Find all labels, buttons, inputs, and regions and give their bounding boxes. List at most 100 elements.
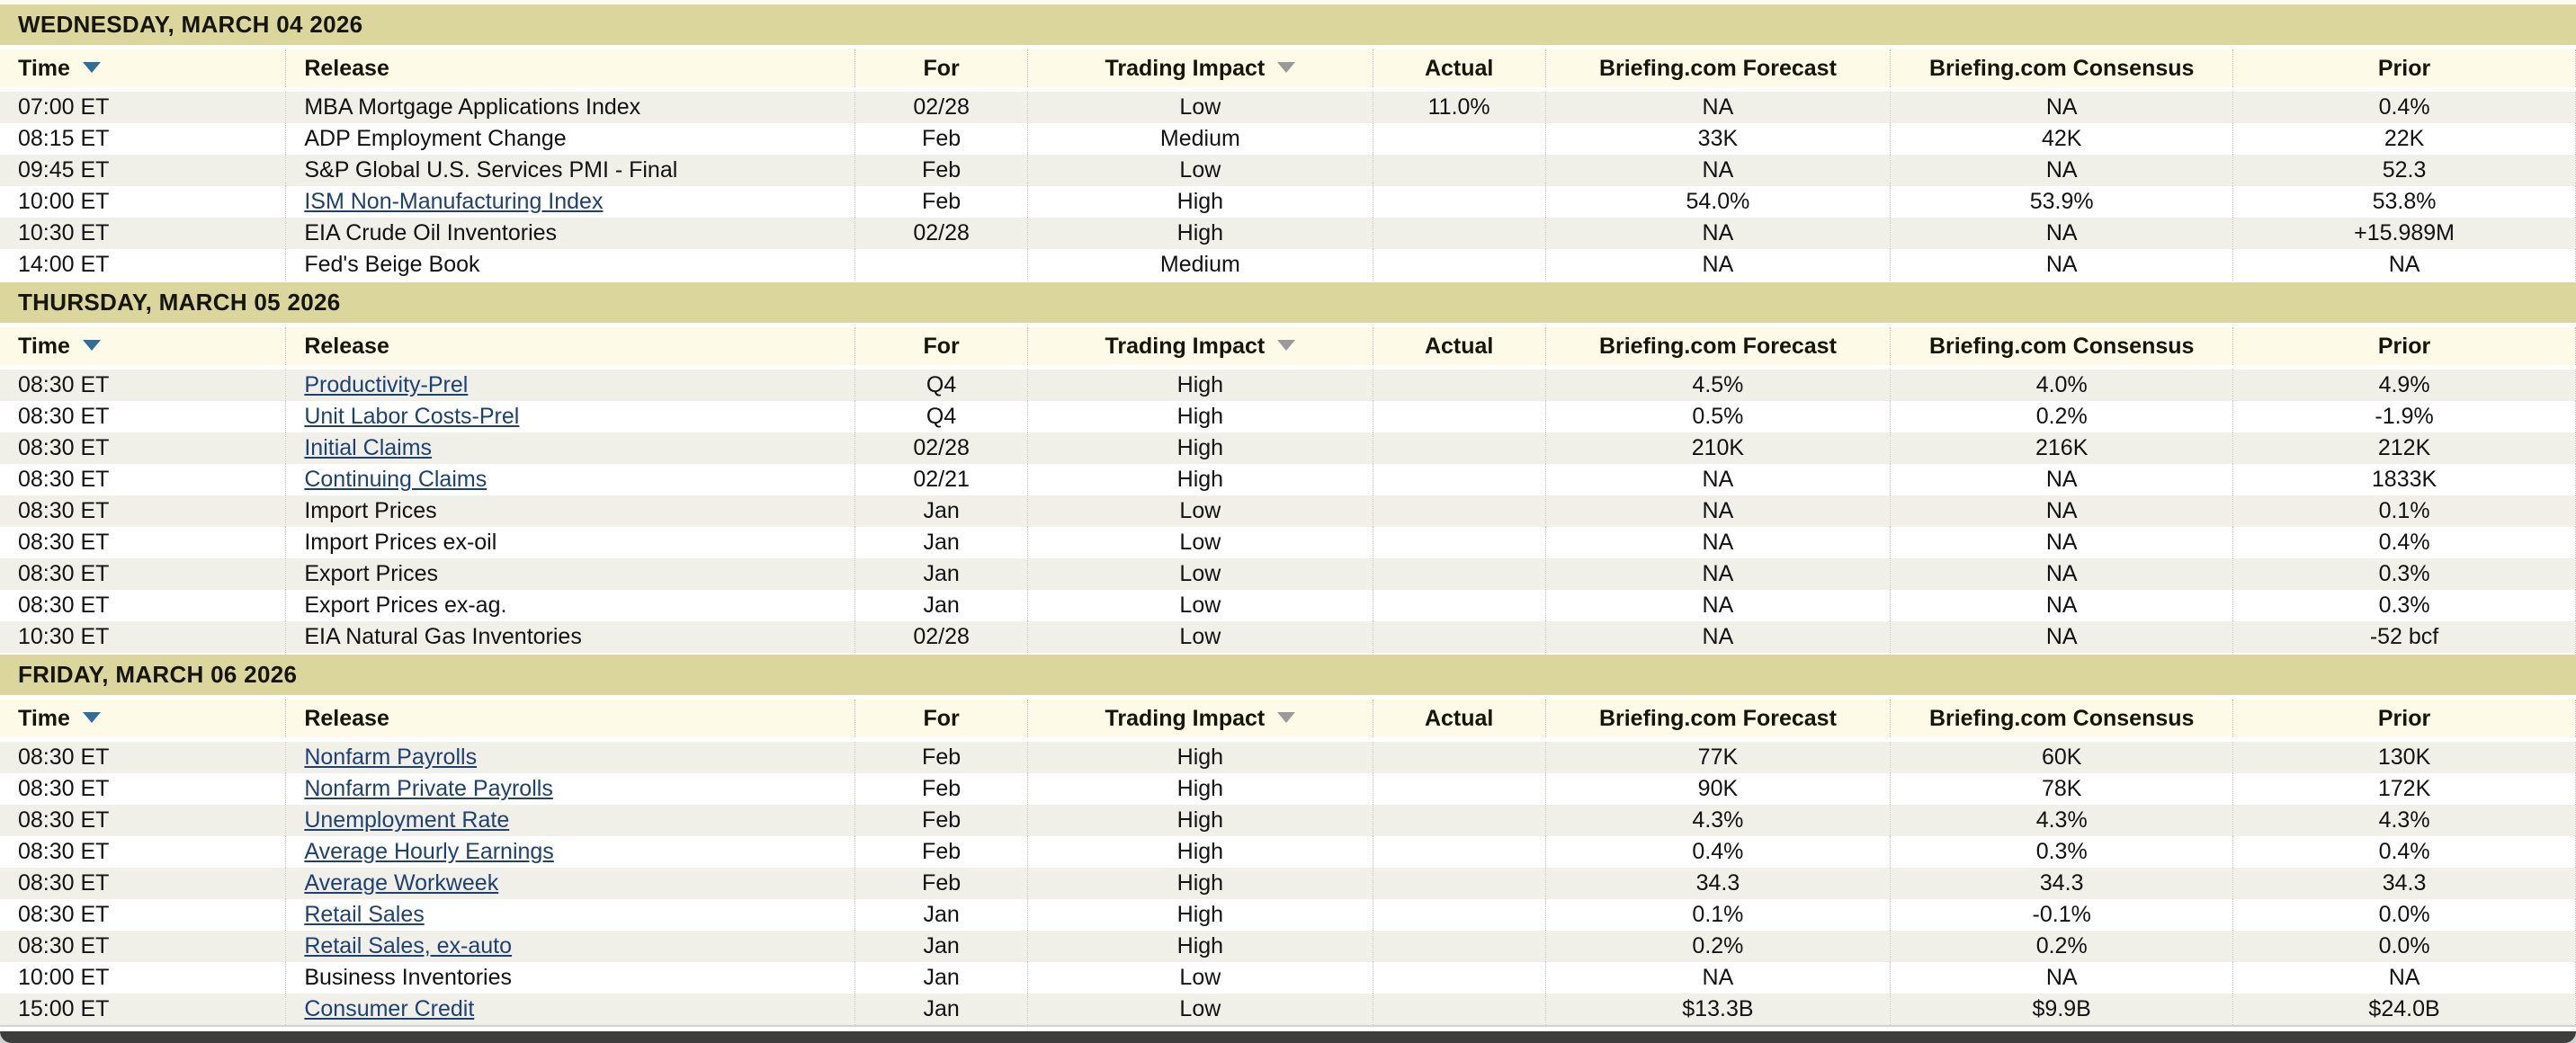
column-header-label: For — [923, 333, 960, 359]
cell-release: Consumer Credit — [285, 994, 856, 1025]
cell-impact: High — [1027, 836, 1373, 868]
cell-impact: Medium — [1027, 123, 1373, 155]
column-header-label: Trading Impact — [1105, 333, 1266, 359]
release-link[interactable]: Retail Sales — [304, 902, 425, 927]
cell-for: Feb — [854, 836, 1029, 868]
column-header-label: Trading Impact — [1105, 705, 1266, 731]
cell-time: 08:30 ET — [0, 558, 287, 590]
column-header-label: Trading Impact — [1105, 55, 1266, 81]
sort-desc-icon — [82, 339, 101, 351]
cell-actual — [1373, 186, 1546, 218]
cell-for: Q4 — [854, 367, 1029, 401]
day-section: THURSDAY, MARCH 05 2026 Time Release For Tra… — [0, 282, 2576, 653]
cell-consensus: NA — [1890, 962, 2234, 994]
cell-for: Feb — [854, 773, 1029, 805]
day-header: WEDNESDAY, MARCH 04 2026 — [0, 4, 2576, 45]
cell-forecast: NA — [1545, 621, 1892, 653]
cell-impact: Low — [1027, 495, 1373, 527]
release-link[interactable]: Consumer Credit — [304, 996, 475, 1021]
column-header-consensus: Briefing.com Consensus — [1890, 49, 2234, 92]
release-link[interactable]: Unit Labor Costs-Prel — [304, 404, 520, 429]
cell-prior: 212K — [2232, 432, 2576, 464]
cell-impact: High — [1027, 401, 1373, 432]
column-header-label: Release — [304, 333, 389, 359]
column-header-consensus: Briefing.com Consensus — [1890, 327, 2234, 370]
sort-desc-icon — [1277, 61, 1296, 73]
cell-impact: High — [1027, 218, 1373, 249]
cell-impact: High — [1027, 868, 1373, 899]
column-header-impact[interactable]: Trading Impact — [1027, 327, 1373, 370]
column-header-time[interactable]: Time — [0, 49, 287, 92]
release-link[interactable]: Average Workweek — [304, 870, 499, 896]
cell-forecast: NA — [1545, 495, 1892, 527]
release-link[interactable]: Average Hourly Earnings — [304, 839, 554, 864]
column-header-impact[interactable]: Trading Impact — [1027, 49, 1373, 92]
release-link[interactable]: Initial Claims — [304, 435, 433, 460]
cell-impact: Low — [1027, 994, 1373, 1025]
column-header-label: Release — [304, 55, 389, 81]
cell-time: 09:45 ET — [0, 155, 287, 186]
cell-prior: 52.3 — [2232, 155, 2576, 186]
calendar-row: 10:00 ET Business Inventories Jan Low NA NA NA — [0, 962, 2576, 994]
cell-actual — [1373, 739, 1546, 773]
cell-prior: 0.3% — [2232, 590, 2576, 621]
column-header-label: Actual — [1424, 333, 1494, 359]
release-link[interactable]: Productivity-Prel — [304, 372, 469, 397]
cell-release: Import Prices — [285, 495, 856, 527]
cell-prior: -52 bcf — [2232, 621, 2576, 653]
release-link[interactable]: Nonfarm Private Payrolls — [304, 776, 553, 801]
release-link[interactable]: Unemployment Rate — [304, 807, 510, 833]
release-link[interactable]: Continuing Claims — [304, 467, 487, 492]
cell-forecast: 210K — [1545, 432, 1892, 464]
column-header-label: Actual — [1424, 705, 1494, 731]
calendar-row: 08:30 ET Average Hourly Earnings Feb High 0.… — [0, 836, 2576, 868]
release-link[interactable]: ISM Non-Manufacturing Index — [304, 189, 604, 214]
cell-release: Average Hourly Earnings — [285, 836, 856, 868]
cell-actual: 11.0% — [1373, 89, 1546, 123]
sort-desc-icon — [82, 711, 101, 723]
calendar-row: 08:30 ET Nonfarm Payrolls Feb High 77K 60K 130… — [0, 739, 2576, 773]
cell-release: MBA Mortgage Applications Index — [285, 89, 856, 123]
cell-time: 08:30 ET — [0, 401, 287, 432]
cell-actual — [1373, 994, 1546, 1025]
cell-time: 08:30 ET — [0, 931, 287, 962]
cell-impact: Low — [1027, 558, 1373, 590]
cell-for: Feb — [854, 186, 1029, 218]
cell-consensus: NA — [1890, 89, 2234, 123]
column-header-time[interactable]: Time — [0, 700, 287, 742]
cell-forecast: 77K — [1545, 739, 1892, 773]
cell-time: 08:30 ET — [0, 367, 287, 401]
column-header-impact[interactable]: Trading Impact — [1027, 700, 1373, 742]
calendar-row: 08:30 ET Unit Labor Costs-Prel Q4 High 0.5% 0… — [0, 401, 2576, 432]
cell-time: 08:30 ET — [0, 773, 287, 805]
release-link[interactable]: Retail Sales, ex-auto — [304, 933, 513, 958]
cell-forecast: NA — [1545, 527, 1892, 558]
column-header-release: Release — [285, 327, 856, 370]
calendar-row: 10:30 ET EIA Crude Oil Inventories 02/28 Hi… — [0, 218, 2576, 249]
cell-release: Average Workweek — [285, 868, 856, 899]
cell-forecast: NA — [1545, 218, 1892, 249]
column-header-for: For — [854, 700, 1029, 742]
cell-impact: High — [1027, 432, 1373, 464]
cell-actual — [1373, 401, 1546, 432]
cell-consensus: 0.2% — [1890, 401, 2234, 432]
cell-consensus: NA — [1890, 218, 2234, 249]
column-header-label: Actual — [1424, 55, 1494, 81]
cell-release: S&P Global U.S. Services PMI - Final — [285, 155, 856, 186]
cell-consensus: 0.2% — [1890, 931, 2234, 962]
cell-impact: Low — [1027, 621, 1373, 653]
column-header-time[interactable]: Time — [0, 327, 287, 370]
calendar-row: 14:00 ET Fed's Beige Book Medium NA NA NA — [0, 249, 2576, 281]
cell-release: ISM Non-Manufacturing Index — [285, 186, 856, 218]
cell-actual — [1373, 495, 1546, 527]
calendar-row: 08:30 ET Average Workweek Feb High 34.3 34.3 3… — [0, 868, 2576, 899]
column-header-release: Release — [285, 49, 856, 92]
cell-release: EIA Crude Oil Inventories — [285, 218, 856, 249]
calendar-row: 09:45 ET S&P Global U.S. Services PMI - F… — [0, 155, 2576, 186]
release-link[interactable]: Nonfarm Payrolls — [304, 744, 478, 770]
cell-forecast: NA — [1545, 89, 1892, 123]
cell-consensus: NA — [1890, 495, 2234, 527]
cell-prior: NA — [2232, 249, 2576, 281]
cell-forecast: 0.1% — [1545, 899, 1892, 931]
cell-actual — [1373, 836, 1546, 868]
